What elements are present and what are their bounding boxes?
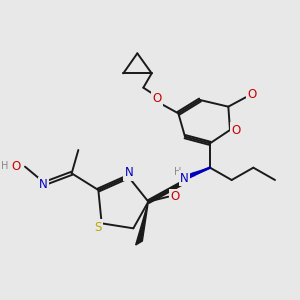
Text: S: S [94,221,101,234]
Text: O: O [247,88,256,101]
Text: N: N [180,172,189,185]
Text: H: H [1,161,9,171]
Text: O: O [231,124,241,136]
Text: H: H [174,167,182,177]
Polygon shape [187,168,210,179]
Text: O: O [152,92,161,105]
Text: N: N [124,166,134,179]
Text: O: O [170,190,180,203]
Polygon shape [136,202,148,245]
Text: O: O [11,160,20,172]
Text: N: N [39,178,48,191]
